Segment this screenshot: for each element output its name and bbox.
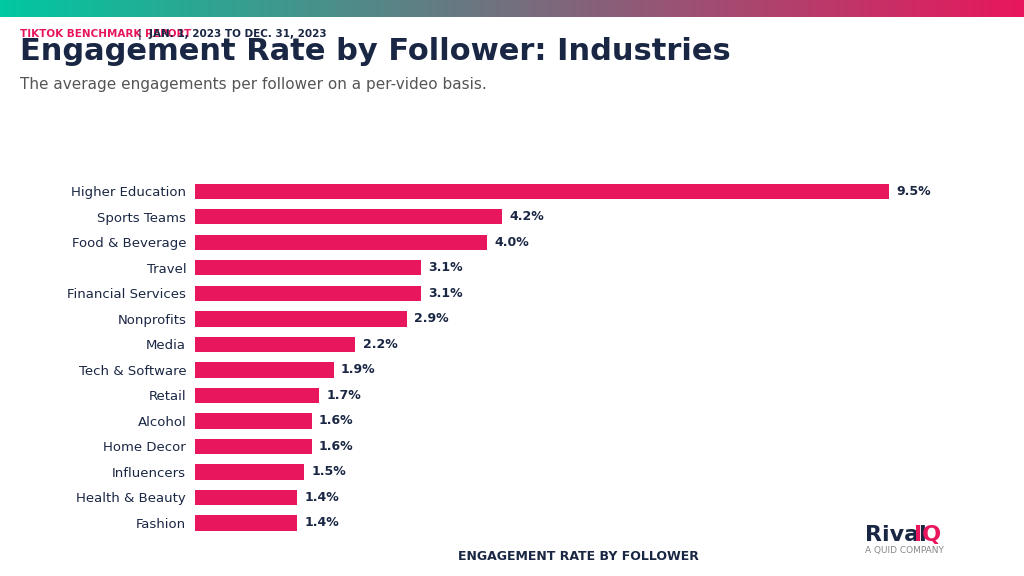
Text: 3.1%: 3.1% <box>429 262 463 274</box>
Text: 2.9%: 2.9% <box>414 312 449 325</box>
Text: |  JAN. 1, 2023 TO DEC. 31, 2023: | JAN. 1, 2023 TO DEC. 31, 2023 <box>138 29 327 40</box>
Bar <box>195 464 304 480</box>
Text: 1.6%: 1.6% <box>318 414 353 427</box>
Bar <box>195 184 890 199</box>
X-axis label: ENGAGEMENT RATE BY FOLLOWER: ENGAGEMENT RATE BY FOLLOWER <box>458 550 699 563</box>
Text: 4.2%: 4.2% <box>509 210 544 223</box>
Text: 9.5%: 9.5% <box>897 185 932 198</box>
Text: The average engagements per follower on a per-video basis.: The average engagements per follower on … <box>20 77 487 92</box>
Text: TIKTOK BENCHMARK REPORT: TIKTOK BENCHMARK REPORT <box>20 29 191 39</box>
Text: Engagement Rate by Follower: Industries: Engagement Rate by Follower: Industries <box>20 37 731 66</box>
Bar <box>195 234 487 250</box>
Text: 1.9%: 1.9% <box>341 363 376 376</box>
Text: Rival: Rival <box>865 525 927 545</box>
Bar <box>195 362 334 377</box>
Bar <box>195 311 407 327</box>
Bar <box>195 439 311 454</box>
Bar <box>195 260 421 275</box>
Bar <box>195 337 355 352</box>
Text: A QUID COMPANY: A QUID COMPANY <box>865 546 944 555</box>
Text: 1.6%: 1.6% <box>318 440 353 453</box>
Text: 3.1%: 3.1% <box>429 287 463 300</box>
Bar <box>195 490 297 505</box>
Text: 1.5%: 1.5% <box>311 465 346 479</box>
Bar <box>195 516 297 530</box>
Text: 4.0%: 4.0% <box>495 236 529 249</box>
Text: 2.2%: 2.2% <box>362 338 397 351</box>
Bar <box>195 413 311 429</box>
Bar <box>195 209 502 225</box>
Bar <box>195 388 318 403</box>
Text: IQ: IQ <box>914 525 941 545</box>
Bar <box>195 286 421 301</box>
Text: 1.4%: 1.4% <box>304 491 339 504</box>
Text: 1.4%: 1.4% <box>304 517 339 529</box>
Text: 1.7%: 1.7% <box>327 389 361 402</box>
